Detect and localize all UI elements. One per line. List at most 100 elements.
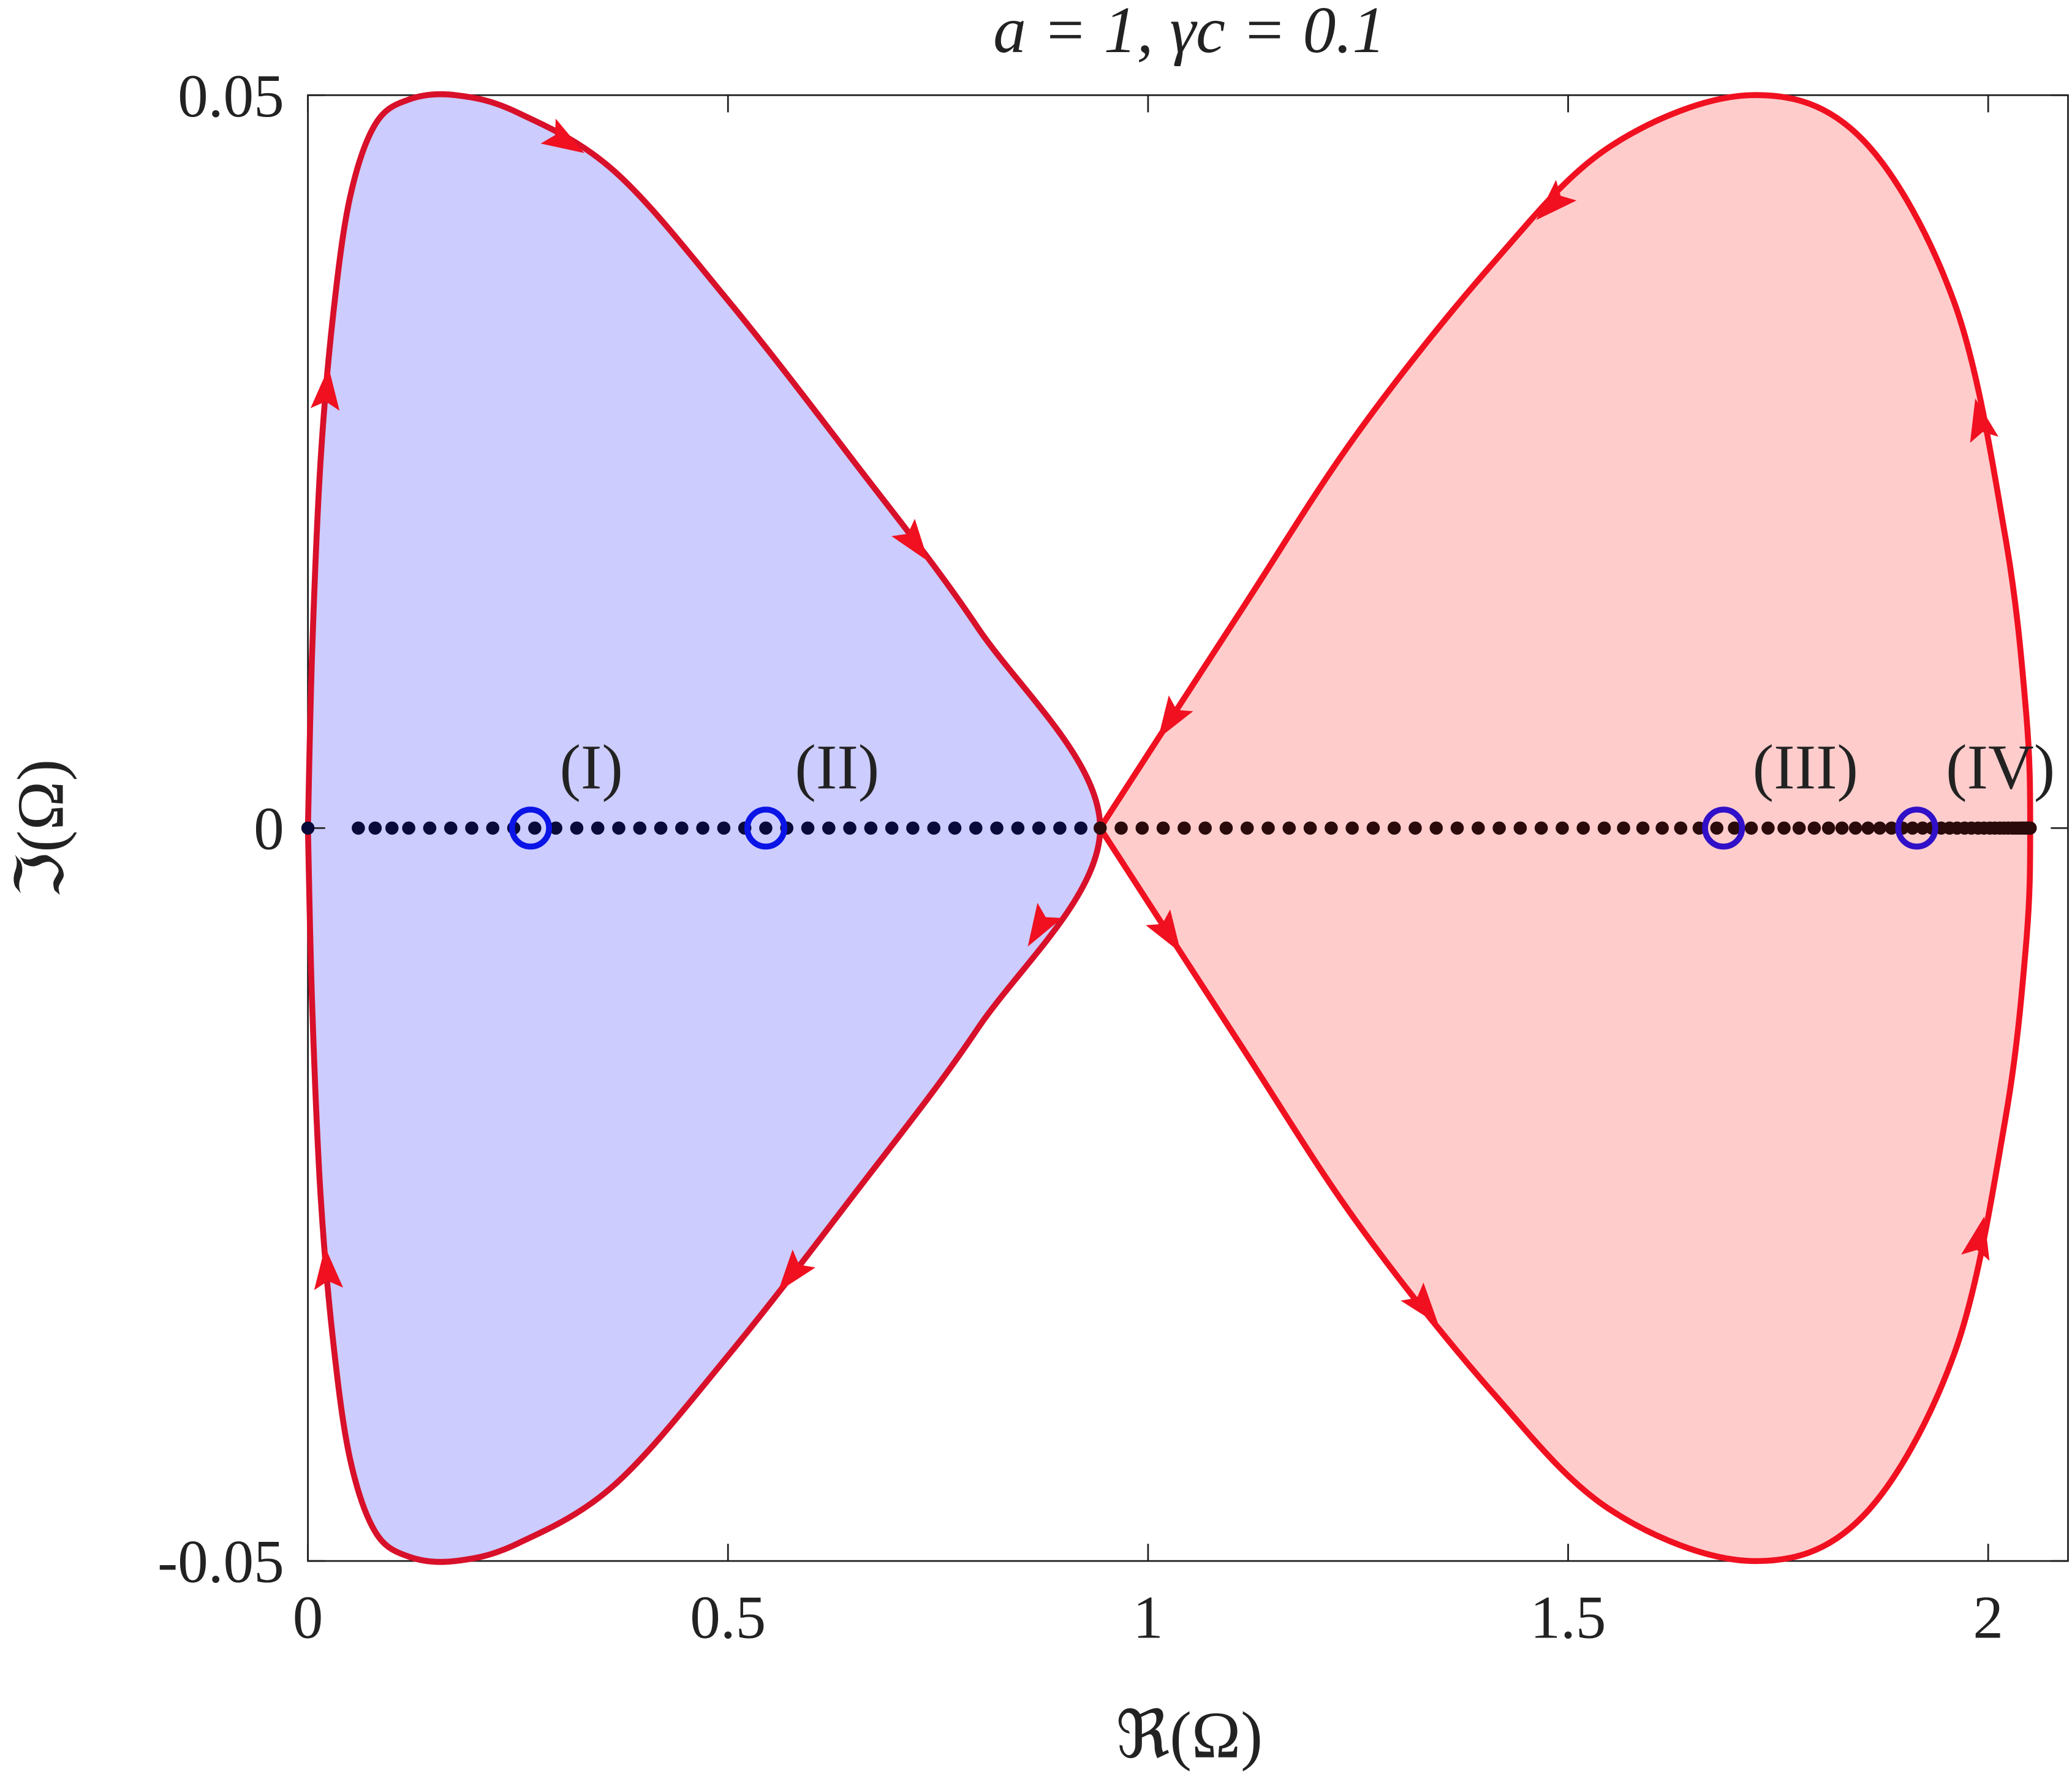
point <box>1761 821 1775 835</box>
point <box>717 821 731 835</box>
point <box>1053 821 1067 835</box>
direction-arrow <box>1027 903 1062 947</box>
point <box>368 821 382 835</box>
direction-arrow <box>1146 909 1181 953</box>
point <box>2023 821 2037 835</box>
x-tick-label: 2 <box>1973 1584 2003 1651</box>
point <box>1807 821 1821 835</box>
point <box>1597 821 1611 835</box>
point <box>1534 821 1548 835</box>
point <box>1366 821 1380 835</box>
marker <box>1895 806 1938 850</box>
direction-arrow <box>891 518 929 562</box>
chart-title: a = 1, γc = 0.1 <box>993 0 1385 67</box>
point <box>1303 821 1317 835</box>
point <box>1728 821 1741 835</box>
point <box>1282 821 1296 835</box>
point <box>423 821 437 835</box>
point <box>1219 821 1233 835</box>
point <box>654 821 668 835</box>
point <box>1885 821 1899 835</box>
point <box>465 821 478 835</box>
point <box>843 821 856 835</box>
point <box>885 821 899 835</box>
point <box>969 821 983 835</box>
point <box>1576 821 1590 835</box>
x-tick-label: 0.5 <box>690 1584 766 1651</box>
point <box>927 821 940 835</box>
point <box>759 821 773 835</box>
direction-arrow <box>777 1249 816 1292</box>
point <box>1093 821 1107 835</box>
point <box>1325 821 1338 835</box>
point <box>1821 821 1836 835</box>
point <box>948 821 962 835</box>
point <box>1345 821 1359 835</box>
direction-arrow <box>1536 180 1577 221</box>
y-tick-label: -0.05 <box>157 1529 284 1596</box>
point <box>301 821 315 835</box>
point <box>1636 821 1650 835</box>
marker-label: (III) <box>1753 733 1858 803</box>
point <box>402 821 415 835</box>
point <box>1792 821 1806 835</box>
point <box>486 821 500 835</box>
point <box>1240 821 1254 835</box>
x-tick-label: 0 <box>293 1584 323 1651</box>
point <box>1835 821 1849 835</box>
point <box>990 821 1004 835</box>
point <box>633 821 647 835</box>
point <box>591 821 605 835</box>
point <box>1450 821 1464 835</box>
point <box>1848 821 1862 835</box>
point <box>675 821 689 835</box>
point <box>549 821 562 835</box>
marker-label: (II) <box>795 733 879 803</box>
point <box>1617 821 1630 835</box>
point <box>1074 821 1087 835</box>
direction-arrow <box>1401 1282 1439 1325</box>
point <box>385 821 399 835</box>
point <box>1655 821 1669 835</box>
direction-arrow <box>314 1246 344 1291</box>
point <box>1261 821 1275 835</box>
point <box>1198 821 1212 835</box>
point <box>801 821 815 835</box>
point <box>696 821 709 835</box>
point <box>1513 821 1527 835</box>
direction-arrow <box>1960 1216 1990 1261</box>
marker-label: (I) <box>559 733 622 803</box>
point <box>352 821 365 835</box>
marker <box>509 806 553 850</box>
point <box>1744 821 1758 835</box>
y-tick-label: 0 <box>254 796 284 863</box>
x-tick-label: 1.5 <box>1530 1584 1606 1651</box>
point <box>1011 821 1025 835</box>
point <box>612 821 626 835</box>
marker <box>1702 806 1745 850</box>
point <box>864 821 878 835</box>
direction-arrow <box>540 118 584 153</box>
point <box>1492 821 1506 835</box>
point <box>1178 821 1191 835</box>
point <box>1905 821 1919 835</box>
direction-arrow <box>1970 398 1999 443</box>
point <box>444 821 458 835</box>
point <box>1556 821 1569 835</box>
point <box>1710 821 1724 835</box>
point <box>1032 821 1046 835</box>
point <box>1408 821 1422 835</box>
point <box>1156 821 1170 835</box>
y-axis-label: ℑ(Ω) <box>4 759 77 898</box>
point <box>906 821 920 835</box>
point <box>570 821 584 835</box>
direction-arrow <box>1158 695 1193 739</box>
point <box>1674 821 1688 835</box>
point <box>1777 821 1791 835</box>
point <box>528 821 542 835</box>
point <box>1114 821 1128 835</box>
point <box>1135 821 1149 835</box>
point <box>1387 821 1401 835</box>
